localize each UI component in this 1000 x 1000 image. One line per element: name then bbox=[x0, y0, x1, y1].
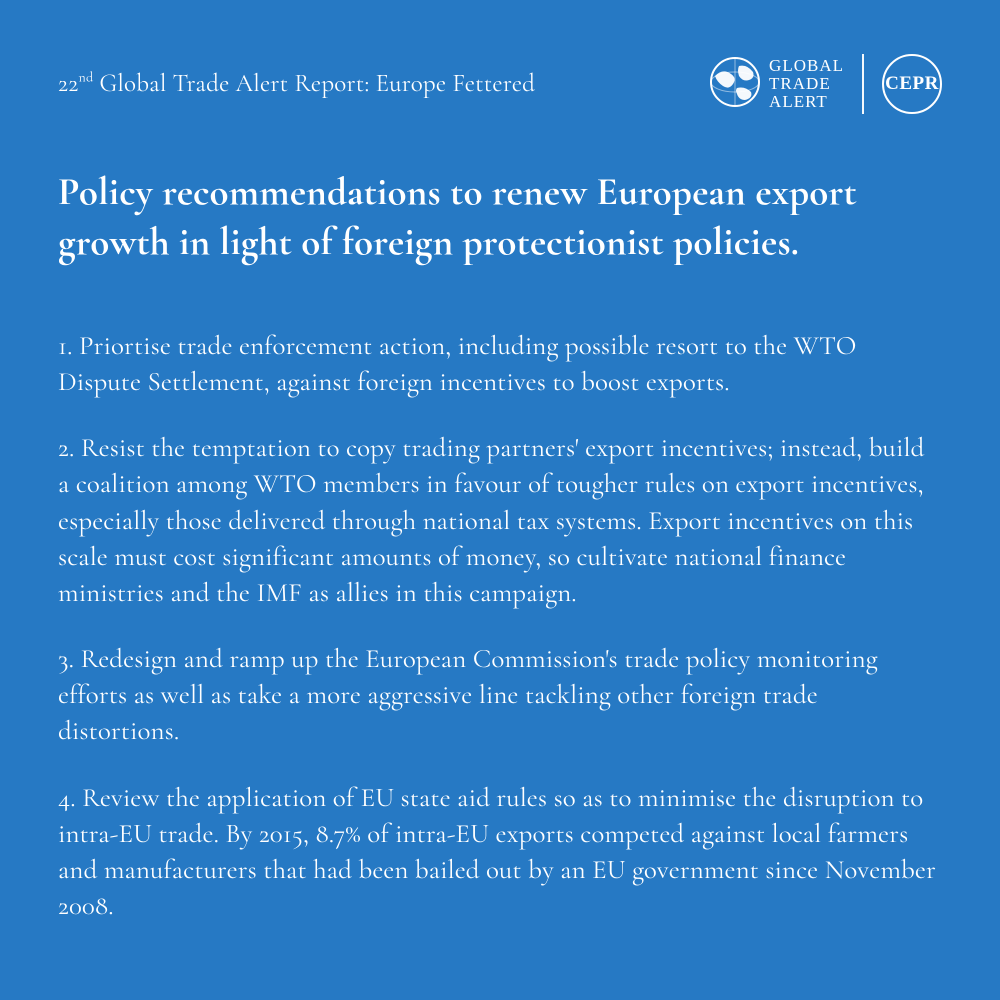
gta-logo-text: GLOBAL TRADE ALERT bbox=[769, 57, 844, 111]
cepr-logo: CEPR bbox=[882, 54, 942, 114]
report-ordinal: nd bbox=[79, 70, 94, 87]
report-title: 22nd Global Trade Alert Report: Europe F… bbox=[58, 69, 535, 99]
headline: Policy recommendations to renew European… bbox=[58, 168, 942, 268]
logo-divider bbox=[862, 54, 864, 114]
header: 22nd Global Trade Alert Report: Europe F… bbox=[58, 54, 942, 114]
gta-line-2: TRADE bbox=[769, 75, 844, 93]
gta-line-3: ALERT bbox=[769, 93, 844, 111]
logo-group: GLOBAL TRADE ALERT CEPR bbox=[709, 54, 942, 114]
recommendations-list: 1. Priortise trade enforcement action, i… bbox=[58, 328, 942, 924]
report-name: Global Trade Alert Report: Europe Fetter… bbox=[93, 69, 535, 99]
gta-line-1: GLOBAL bbox=[769, 57, 844, 75]
recommendation-item: 3. Redesign and ramp up the European Com… bbox=[58, 641, 942, 750]
gta-logo: GLOBAL TRADE ALERT bbox=[709, 56, 844, 113]
report-number: 22 bbox=[58, 69, 79, 99]
cepr-text: CEPR bbox=[885, 73, 939, 95]
globe-icon bbox=[709, 56, 761, 113]
recommendation-item: 2. Resist the temptation to copy trading… bbox=[58, 430, 942, 611]
recommendation-item: 4. Review the application of EU state ai… bbox=[58, 780, 942, 925]
recommendation-item: 1. Priortise trade enforcement action, i… bbox=[58, 328, 942, 400]
